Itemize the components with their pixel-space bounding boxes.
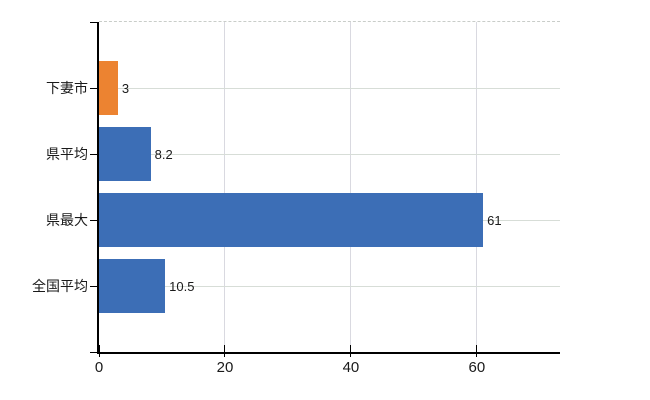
category-label: 全国平均 <box>32 278 88 294</box>
x-gridline <box>476 22 478 352</box>
x-tick-label: 60 <box>468 359 486 376</box>
y-axis-line <box>97 22 99 354</box>
bar-県平均 <box>99 127 151 181</box>
x-axis-line <box>97 352 560 354</box>
y-axis-tick <box>90 87 99 89</box>
category-gridline <box>99 285 560 287</box>
plot-top-border <box>99 21 560 22</box>
x-axis-tick <box>476 345 478 357</box>
bar-value-label: 3 <box>121 80 130 96</box>
bar-県最大 <box>99 193 484 247</box>
x-axis-tick <box>224 345 226 357</box>
bar-value-label: 61 <box>487 212 502 228</box>
x-gridline <box>224 22 226 352</box>
bar-value-label: 10.5 <box>169 278 195 294</box>
y-axis-tick <box>90 351 99 353</box>
y-axis-tick <box>90 153 99 155</box>
y-axis-tick <box>90 219 99 221</box>
x-tick-label: 0 <box>94 359 104 376</box>
x-gridline <box>350 22 352 352</box>
category-label: 県平均 <box>46 146 88 162</box>
x-tick-label: 20 <box>216 359 234 376</box>
x-axis-tick <box>350 345 352 357</box>
category-label: 下妻市 <box>46 80 88 96</box>
x-axis-tick <box>98 345 100 357</box>
y-axis-tick <box>90 21 99 23</box>
y-axis-tick <box>90 285 99 287</box>
bar-全国平均 <box>99 259 166 313</box>
category-gridline <box>99 87 560 89</box>
category-gridline <box>99 153 560 155</box>
x-tick-label: 40 <box>342 359 360 376</box>
bar-下妻市 <box>99 61 118 115</box>
bar-value-label: 8.2 <box>154 146 173 162</box>
category-label: 県最大 <box>46 212 88 228</box>
